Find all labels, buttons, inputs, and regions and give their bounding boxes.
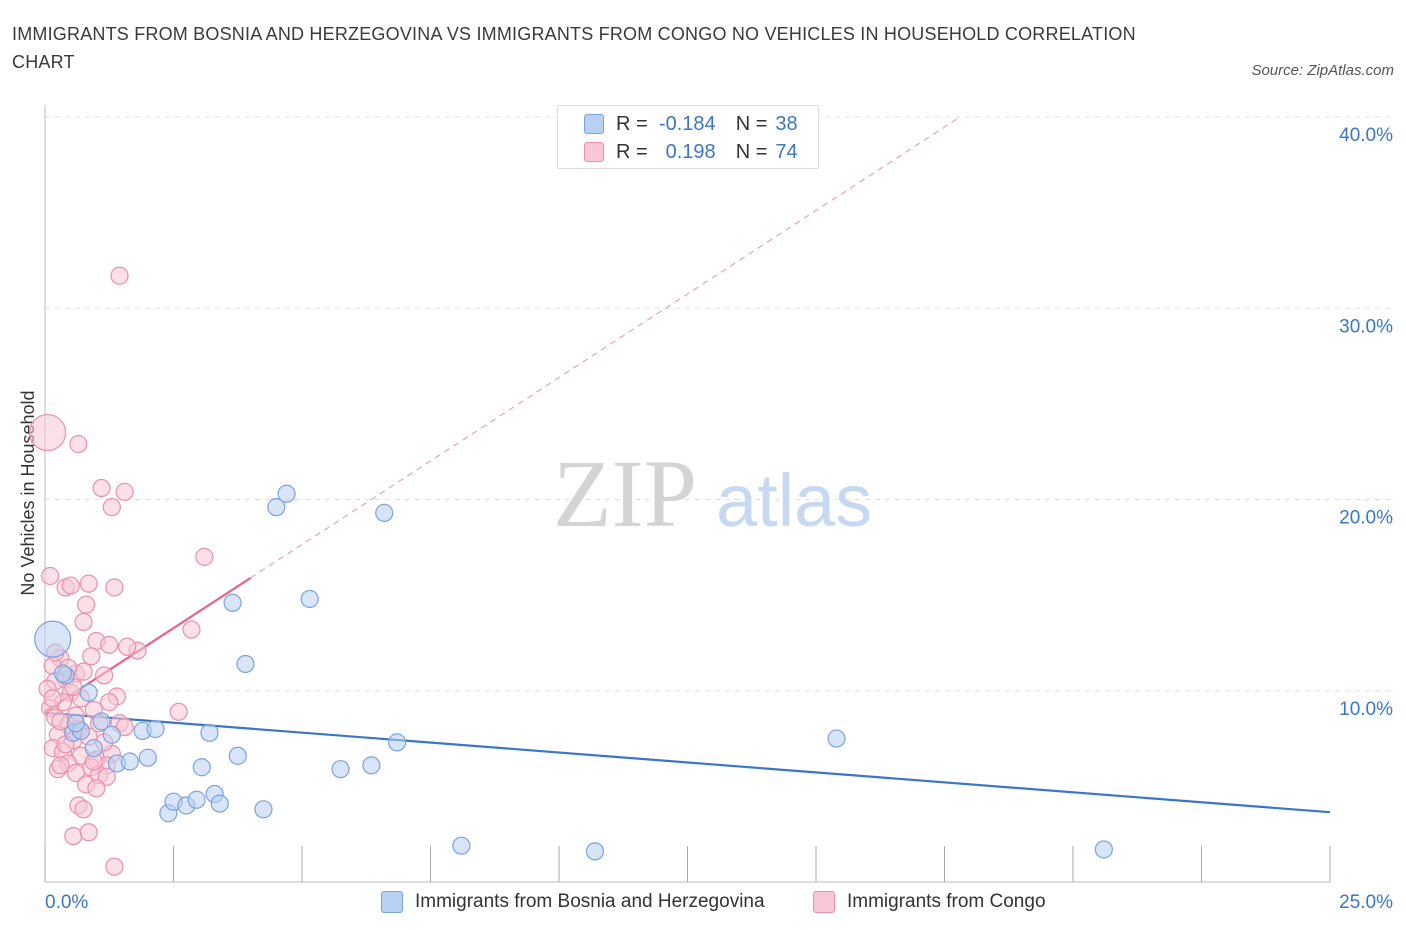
congo-legend-swatch	[813, 891, 835, 913]
congo-point	[74, 612, 93, 632]
bosnia-point	[387, 733, 407, 752]
bosnia-points	[34, 484, 1113, 861]
bosnia-legend-label: Immigrants from Bosnia and Herzegovina	[415, 891, 765, 912]
congo-point	[74, 662, 93, 681]
bosnia-swatch	[584, 114, 604, 134]
bosnia-point	[200, 723, 219, 742]
congo-point	[182, 620, 201, 639]
legend-n-label: N =	[735, 140, 768, 163]
chart-title: IMMIGRANTS FROM BOSNIA AND HERZEGOVINA V…	[12, 24, 1136, 72]
congo-point	[79, 823, 98, 842]
bosnia-point	[146, 719, 165, 739]
bosnia-point	[187, 790, 206, 809]
congo-point	[110, 266, 129, 285]
bosnia-point	[53, 664, 73, 683]
bosnia-point	[277, 484, 296, 503]
y-axis-tick-labels: 10.0% 20.0% 30.0% 40.0%	[1339, 125, 1393, 720]
watermark: ZIP atlas	[553, 440, 872, 547]
congo-legend-label: Immigrants from Congo	[847, 891, 1046, 912]
congo-point	[43, 689, 62, 708]
congo-point	[169, 702, 188, 721]
bosnia-point	[585, 842, 605, 861]
legend-r-label: R =	[616, 140, 648, 163]
congo-point	[82, 647, 101, 666]
grid-lines	[45, 116, 1390, 692]
series-legend-bosnia: Immigrants from Bosnia and Herzegovina	[381, 888, 765, 916]
bosnia-point	[79, 683, 98, 702]
bosnia-legend-swatch	[381, 891, 403, 913]
legend-row-bosnia: R = -0.184 N = 38	[584, 111, 798, 137]
legend-n-label: N =	[735, 112, 768, 135]
bosnia-point	[223, 593, 242, 612]
congo-point	[64, 826, 83, 846]
congo-point	[115, 482, 134, 501]
legend-r-value-congo: 0.198	[665, 140, 716, 163]
congo-point	[100, 693, 119, 712]
y-tick-label: 10.0%	[1339, 699, 1393, 720]
congo-point	[97, 767, 116, 786]
congo-point	[74, 800, 93, 819]
x-tick-label: 25.0%	[1339, 892, 1393, 913]
congo-point	[41, 566, 60, 586]
congo-point	[102, 498, 121, 517]
watermark-atlas: atlas	[716, 459, 872, 542]
congo-trend-extension	[250, 116, 961, 579]
bosnia-point	[210, 794, 229, 813]
bosnia-point	[362, 756, 381, 775]
bosnia-point	[192, 758, 211, 777]
bosnia-point	[34, 620, 72, 658]
x-axis-tick-labels: 0.0% 25.0%	[45, 892, 1393, 913]
correlation-legend: R = -0.184 N = 38 R = 0.198 N = 74	[557, 105, 819, 169]
series-legend-congo: Immigrants from Congo	[813, 888, 1046, 916]
bosnia-point	[254, 800, 273, 819]
y-tick-label: 30.0%	[1339, 316, 1393, 337]
bosnia-point	[84, 739, 103, 758]
congo-point	[69, 434, 88, 454]
bosnia-point	[267, 498, 286, 517]
congo-point	[118, 637, 137, 656]
watermark-zip: ZIP	[553, 440, 697, 547]
congo-point	[66, 763, 85, 783]
congo-point	[51, 756, 70, 775]
legend-r-label: R =	[616, 112, 648, 135]
bosnia-trend-line	[44, 711, 1331, 814]
congo-swatch	[584, 142, 604, 162]
congo-points	[28, 266, 214, 876]
bosnia-point	[827, 729, 846, 748]
congo-point	[61, 576, 80, 595]
bosnia-point	[331, 760, 350, 779]
legend-row-congo: R = 0.198 N = 74	[584, 139, 798, 165]
legend-r-value-bosnia: -0.184	[658, 112, 716, 135]
legend-n-value-congo: 74	[775, 140, 798, 163]
congo-point	[92, 478, 111, 498]
congo-point	[87, 779, 106, 798]
bosnia-point	[1094, 840, 1113, 859]
bosnia-point	[92, 712, 111, 731]
congo-point	[28, 413, 67, 452]
x-tick-label: 0.0%	[45, 892, 88, 913]
congo-point	[100, 635, 119, 654]
congo-point	[77, 595, 96, 614]
bosnia-point	[236, 654, 255, 674]
congo-point	[195, 547, 214, 566]
bosnia-point	[452, 836, 471, 855]
bosnia-point	[300, 589, 319, 609]
bosnia-point	[120, 752, 139, 771]
bosnia-point	[228, 746, 247, 765]
bosnia-point	[102, 725, 121, 744]
congo-point	[95, 666, 114, 685]
legend-n-value-bosnia: 38	[775, 112, 798, 135]
congo-point	[79, 574, 98, 593]
y-tick-label: 40.0%	[1339, 125, 1393, 146]
bosnia-point	[138, 748, 157, 767]
y-tick-label: 20.0%	[1339, 508, 1393, 529]
bosnia-point	[375, 503, 394, 522]
source-label: Source: ZipAtlas.com	[1251, 62, 1394, 79]
congo-point	[105, 857, 124, 876]
bosnia-point	[66, 714, 85, 733]
congo-point	[105, 578, 124, 597]
